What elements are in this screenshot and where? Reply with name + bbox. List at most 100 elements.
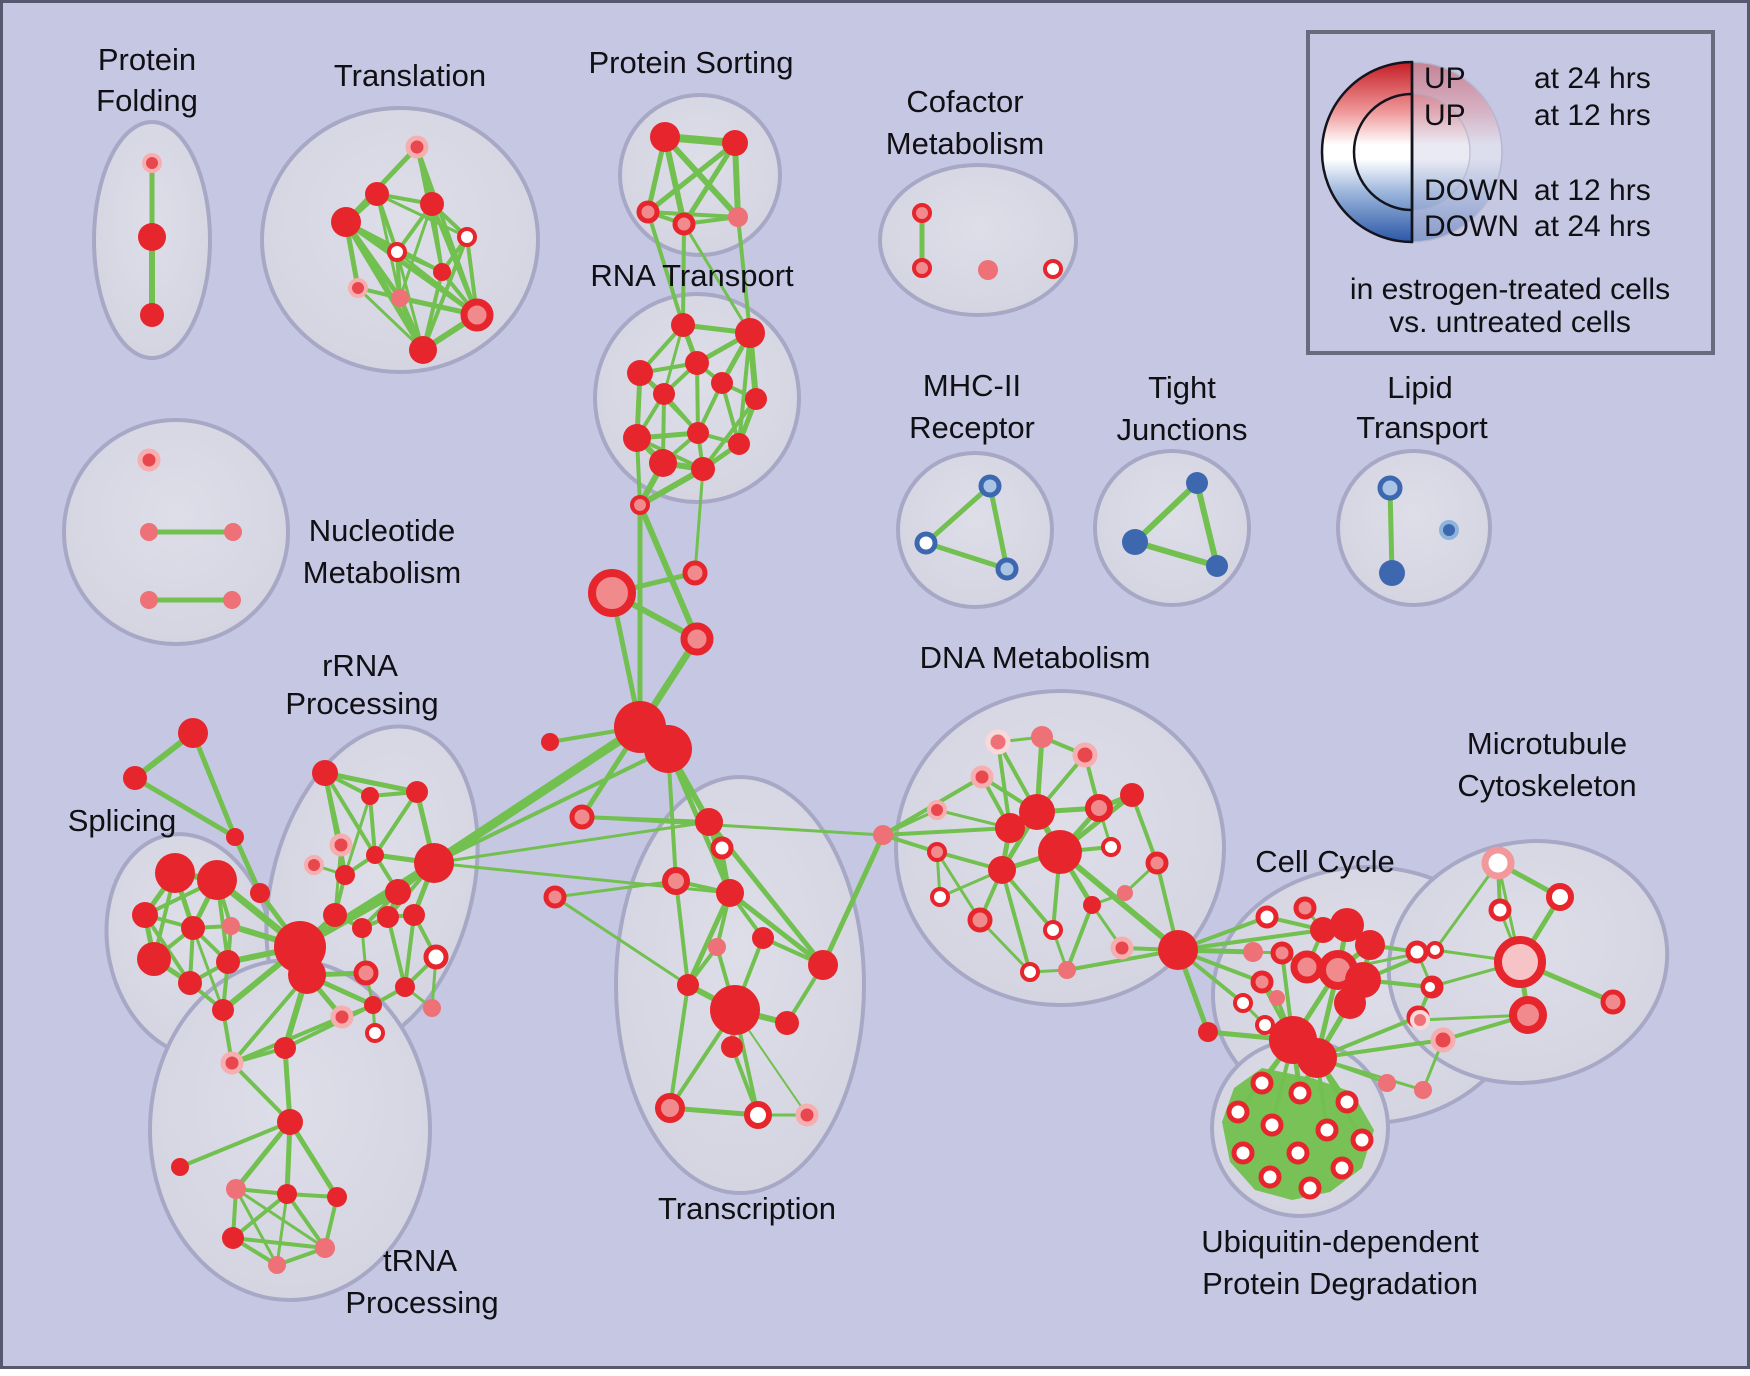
interaction-edge (681, 222, 686, 327)
gene-node-cc2 (1293, 896, 1317, 920)
gene-node-dm12 (927, 842, 947, 862)
gene-node-dm18 (1117, 885, 1133, 901)
gene-node-rr19 (423, 944, 449, 970)
gene-node-cc12 (1233, 993, 1253, 1013)
gene-node-mt2 (1546, 883, 1574, 911)
interaction-edge (820, 832, 886, 968)
interaction-edge (1132, 480, 1200, 545)
legend-inner-right (1411, 93, 1471, 211)
gene-node-tn4 (171, 1158, 189, 1176)
gene-node-rr2 (361, 787, 379, 805)
interaction-edge (881, 826, 1012, 837)
gene-node-mt5 (1421, 978, 1439, 996)
cluster-label: Metabolism (886, 126, 1045, 161)
gene-node-rr7 (366, 846, 384, 864)
gene-node-tj3 (1206, 555, 1228, 577)
gene-node-rr11 (352, 918, 372, 938)
gene-node-ch2 (682, 560, 708, 586)
gene-node-lt2 (1379, 560, 1405, 586)
cluster-label: Microtubule (1467, 726, 1627, 761)
interaction-edge (283, 1003, 375, 1050)
interaction-edge (685, 890, 733, 988)
legend-caption: in estrogen-treated cells (1350, 273, 1670, 306)
gene-node-hub2 (644, 725, 692, 773)
gene-node-rr5 (304, 855, 324, 875)
interaction-edge (190, 730, 238, 840)
interaction-edge (580, 815, 885, 837)
interaction-edge (553, 895, 690, 987)
interaction-edge (296, 859, 438, 951)
interaction-edge (178, 1120, 292, 1169)
interaction-edge (429, 722, 645, 868)
cluster-label: Tight (1148, 370, 1216, 405)
gene-node-cc14 (1269, 990, 1285, 1006)
gene-node-ub1 (1250, 1071, 1274, 1095)
interaction-edge (275, 1192, 289, 1267)
gene-node-mt3 (1488, 898, 1512, 922)
gene-node-dm20 (1020, 962, 1040, 982)
gene-node-mt7 (1600, 989, 1626, 1015)
interaction-edge (1315, 1038, 1445, 1060)
gene-node-sp5 (222, 917, 240, 935)
gene-node-rt1 (671, 313, 695, 337)
cluster-ellipse-mhc-ii-receptor (896, 451, 1054, 609)
gene-node-tj1 (1186, 472, 1208, 494)
gene-node-ub6 (1315, 1118, 1339, 1142)
interaction-edge (1176, 928, 1325, 952)
gene-node-sp6 (137, 942, 171, 976)
gene-node-cc23 (1414, 1081, 1432, 1099)
cluster-label: Processing (345, 1285, 498, 1320)
gene-node-t14 (744, 1101, 772, 1129)
gene-node-dm15 (930, 887, 950, 907)
interaction-edge (230, 1061, 292, 1124)
gene-node-sptr2 (123, 766, 147, 790)
interaction-edge (1065, 903, 1094, 972)
gene-node-ch4 (680, 622, 714, 656)
gene-node-dm14 (967, 907, 993, 933)
gene-node-tl7 (433, 263, 451, 281)
gene-node-t11 (775, 1011, 799, 1035)
gene-node-ps2 (722, 130, 748, 156)
interaction-edge (233, 1119, 293, 1192)
legend-direction-label: DOWN (1424, 210, 1519, 243)
interaction-edge (322, 770, 420, 795)
gene-node-ub9 (1286, 1141, 1310, 1165)
gene-node-rr4 (329, 833, 353, 857)
cluster-label: tRNA (383, 1243, 457, 1278)
gene-node-ub10 (1330, 1156, 1354, 1180)
gene-node-t16 (808, 950, 838, 980)
gene-node-rt9 (687, 422, 709, 444)
gene-node-rt8 (623, 424, 651, 452)
gene-node-mt8 (1509, 996, 1547, 1034)
interaction-edge (645, 140, 738, 215)
gene-node-mt9 (1410, 1010, 1430, 1030)
interaction-edge (987, 483, 1010, 572)
gene-node-dm2 (1031, 726, 1053, 748)
legend-inner-left (1352, 92, 1414, 212)
gene-node-ps4 (672, 212, 696, 236)
gene-node-tl6 (387, 242, 407, 262)
gene-node-cc15 (1255, 1015, 1275, 1035)
gene-node-t6 (716, 879, 744, 907)
cluster-label: Nucleotide (309, 513, 455, 548)
gene-node-sp1 (155, 853, 195, 893)
interaction-edge (285, 1192, 327, 1250)
gene-node-sp4 (181, 916, 205, 940)
gene-node-rr1 (312, 760, 338, 786)
gene-node-pf3 (140, 303, 164, 327)
gene-node-dm5 (970, 765, 994, 789)
gene-node-cf4 (1043, 259, 1063, 279)
gene-node-mh3 (995, 557, 1019, 581)
gene-node-dm10 (1085, 794, 1113, 822)
gene-node-nm2 (140, 523, 158, 541)
interaction-edge (343, 794, 372, 877)
gene-node-sp8 (216, 950, 240, 974)
gene-node-cf2 (912, 258, 932, 278)
cluster-label: Cell Cycle (1255, 844, 1395, 879)
interaction-edge (701, 397, 758, 471)
gene-node-dm23 (1158, 930, 1198, 970)
cluster-label: Protein (98, 42, 196, 77)
gene-node-rt5 (711, 372, 733, 394)
gene-node-mt6 (1494, 936, 1546, 988)
gene-node-dm7 (1019, 794, 1055, 830)
